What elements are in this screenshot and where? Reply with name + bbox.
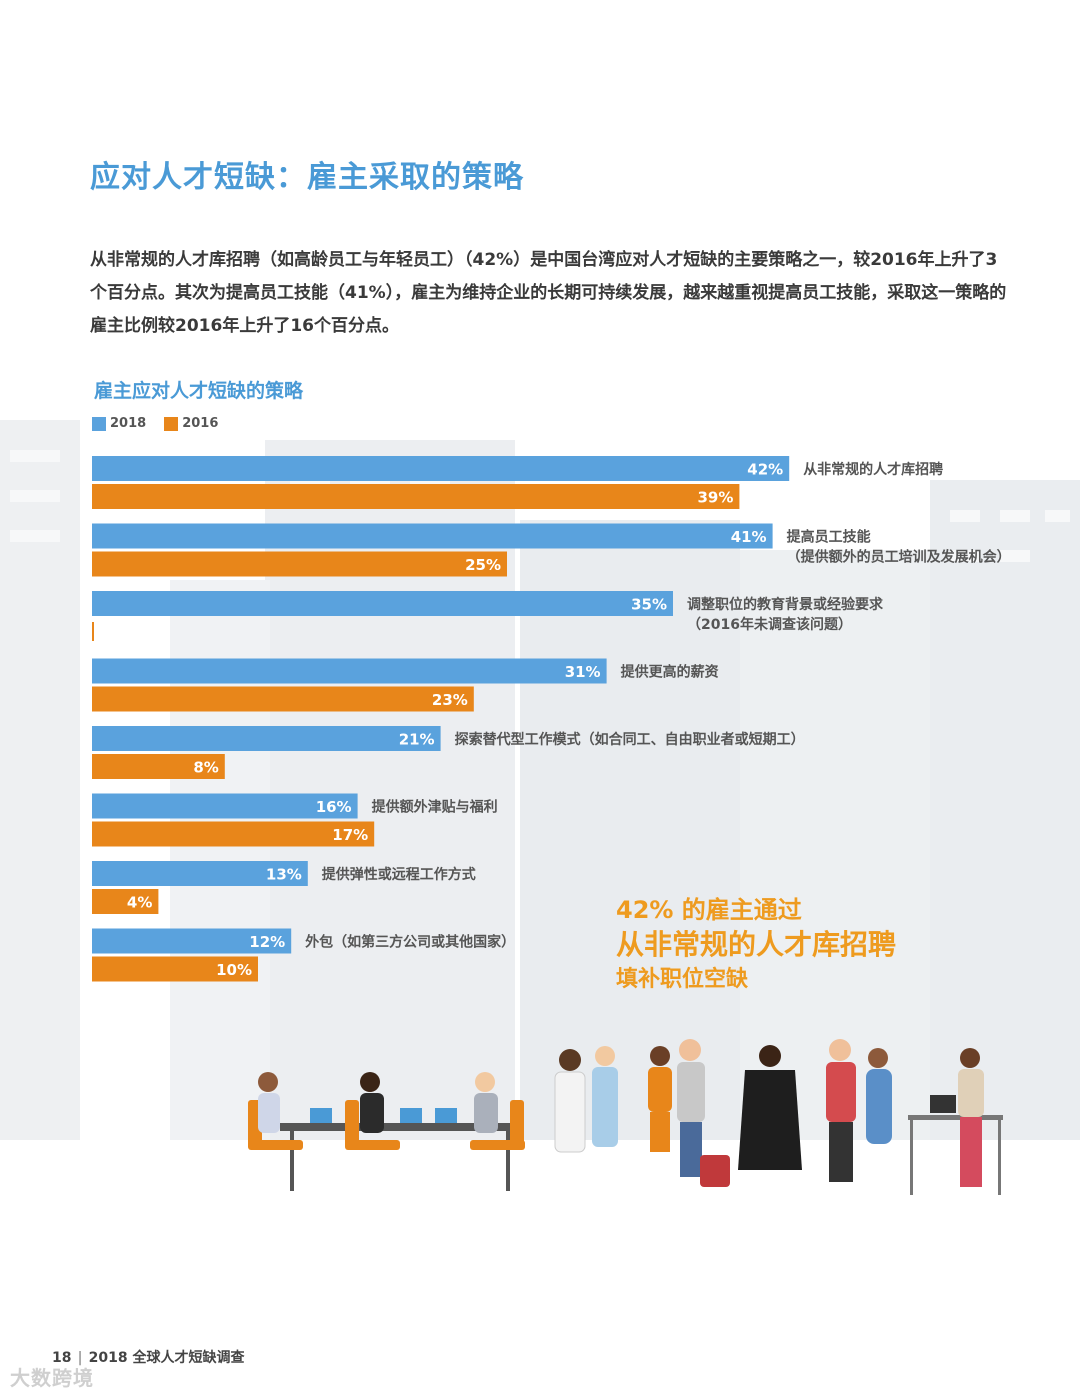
footer: 18 | 2018 全球人才短缺调查 <box>52 1347 244 1367</box>
chart-legend: 2018 2016 <box>92 416 218 431</box>
legend-label-2018: 2018 <box>110 416 147 431</box>
category-label: 探索替代型工作模式（如合同工、自由职业者或短期工） <box>455 731 805 748</box>
callout-line-2: 从非常规的人才库招聘 <box>616 928 897 961</box>
bar-2016 <box>92 889 159 914</box>
bar-missing-2016 <box>92 622 94 641</box>
legend-label-2016: 2016 <box>182 416 219 431</box>
legend-item-2016: 2016 <box>164 416 218 431</box>
bar-value-label: 25% <box>465 556 501 574</box>
bar-value-label: 17% <box>332 826 368 844</box>
category-label: 提供弹性或远程工作方式 <box>322 866 476 883</box>
callout: 42% 的雇主通过 从非常规的人才库招聘 填补职位空缺 <box>616 894 896 996</box>
bar-2018 <box>92 591 673 616</box>
category-label: 调整职位的教育背景或经验要求 <box>687 596 884 613</box>
legend-swatch-2018 <box>92 416 106 431</box>
bar-2018 <box>92 523 773 549</box>
bar-value-label: 35% <box>631 596 667 614</box>
bar-2016 <box>92 754 225 779</box>
bar-value-label: 10% <box>216 961 252 979</box>
bar-value-label: 21% <box>399 731 435 749</box>
bar-2016 <box>92 551 507 577</box>
legend-swatch-2016 <box>164 416 179 431</box>
category-label: 提高员工技能 <box>787 529 871 546</box>
report-title: 2018 全球人才短缺调查 <box>88 1350 245 1366</box>
footer-separator: | <box>77 1350 83 1366</box>
callout-line-1: 42% 的雇主通过 <box>616 896 802 924</box>
category-label: （2016年未调查该问题） <box>687 616 852 633</box>
category-label: 外包（如第三方公司或其他国家） <box>305 934 515 951</box>
bar-2018 <box>92 928 292 954</box>
bar-2018 <box>92 456 790 481</box>
bar-2018 <box>92 726 441 751</box>
bar-value-label: 31% <box>565 663 601 681</box>
bar-value-label: 12% <box>249 933 285 951</box>
bar-value-label: 16% <box>316 798 352 816</box>
bar-2016 <box>92 686 474 712</box>
bar-value-label: 8% <box>193 759 218 777</box>
bar-value-label: 23% <box>432 691 468 709</box>
bar-value-label: 4% <box>127 894 152 912</box>
callout-line-3: 填补职位空缺 <box>616 967 749 992</box>
bar-value-label: 41% <box>731 528 767 546</box>
bar-2016 <box>92 484 740 509</box>
chart-title: 雇主应对人才短缺的策略 <box>94 380 304 402</box>
legend-item-2018: 2018 <box>92 416 146 431</box>
bar-2016 <box>92 956 258 982</box>
bar-2016 <box>92 821 375 847</box>
bar-2018 <box>92 793 358 819</box>
intro-paragraph: 从非常规的人才库招聘（如高龄员工与年轻员工）（42%）是中国台湾应对人才短缺的主… <box>90 250 1007 336</box>
bar-value-label: 42% <box>747 461 783 479</box>
people-illustration <box>248 1039 1003 1195</box>
category-label: 提供更高的薪资 <box>621 664 719 681</box>
category-label: 提供额外津贴与福利 <box>372 799 498 816</box>
watermark-logo: 大数跨境 <box>10 1366 94 1390</box>
bar-value-label: 13% <box>266 866 302 884</box>
bar-2018 <box>92 861 308 886</box>
page-title: 应对人才短缺：雇主采取的策略 <box>90 160 524 195</box>
category-label: （提供额外的员工培训及发展机会） <box>787 549 1011 566</box>
category-label: 从非常规的人才库招聘 <box>803 461 943 478</box>
bar-2018 <box>92 658 607 684</box>
bar-value-label: 39% <box>697 489 733 507</box>
page-number: 18 <box>52 1350 72 1366</box>
